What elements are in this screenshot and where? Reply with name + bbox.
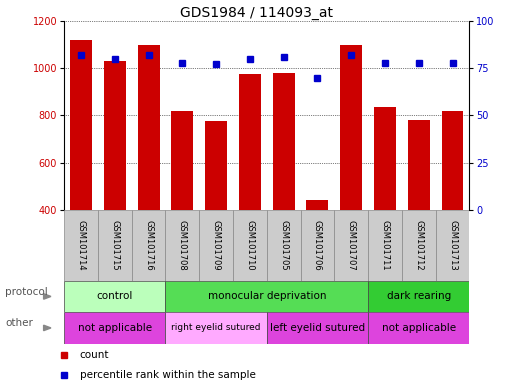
- Text: GSM101712: GSM101712: [414, 220, 423, 270]
- Text: not applicable: not applicable: [382, 323, 456, 333]
- Text: right eyelid sutured: right eyelid sutured: [171, 323, 261, 333]
- Bar: [165, 281, 368, 312]
- Text: protocol: protocol: [5, 287, 48, 297]
- Polygon shape: [44, 294, 51, 299]
- Bar: [199, 210, 233, 281]
- Text: monocular deprivation: monocular deprivation: [208, 291, 326, 301]
- Text: other: other: [5, 318, 33, 328]
- Bar: [301, 210, 334, 281]
- Text: GSM101713: GSM101713: [448, 220, 457, 271]
- Bar: [165, 210, 199, 281]
- Text: count: count: [80, 350, 109, 360]
- Bar: [374, 107, 396, 210]
- Bar: [436, 210, 469, 281]
- Bar: [64, 281, 165, 312]
- Text: GDS1984 / 114093_at: GDS1984 / 114093_at: [180, 7, 333, 20]
- Bar: [132, 210, 165, 281]
- Polygon shape: [44, 325, 51, 331]
- Bar: [233, 210, 267, 281]
- Text: GSM101714: GSM101714: [76, 220, 86, 270]
- Text: GSM101711: GSM101711: [381, 220, 389, 270]
- Bar: [368, 281, 469, 312]
- Bar: [267, 210, 301, 281]
- Text: GSM101710: GSM101710: [245, 220, 254, 270]
- Bar: [408, 120, 430, 210]
- Bar: [104, 61, 126, 210]
- Text: GSM101708: GSM101708: [178, 220, 187, 271]
- Bar: [98, 210, 132, 281]
- Bar: [368, 210, 402, 281]
- Bar: [239, 74, 261, 210]
- Text: not applicable: not applicable: [78, 323, 152, 333]
- Bar: [368, 312, 469, 344]
- Bar: [171, 111, 193, 210]
- Text: dark rearing: dark rearing: [387, 291, 451, 301]
- Text: GSM101716: GSM101716: [144, 220, 153, 271]
- Text: left eyelid sutured: left eyelid sutured: [270, 323, 365, 333]
- Bar: [64, 312, 165, 344]
- Bar: [70, 40, 92, 210]
- Text: GSM101707: GSM101707: [347, 220, 356, 271]
- Text: control: control: [96, 291, 133, 301]
- Bar: [273, 73, 294, 210]
- Text: GSM101709: GSM101709: [211, 220, 221, 270]
- Bar: [64, 210, 98, 281]
- Bar: [340, 45, 362, 210]
- Text: GSM101715: GSM101715: [110, 220, 120, 270]
- Bar: [334, 210, 368, 281]
- Bar: [137, 45, 160, 210]
- Bar: [165, 312, 267, 344]
- Bar: [267, 312, 368, 344]
- Text: GSM101705: GSM101705: [279, 220, 288, 270]
- Text: percentile rank within the sample: percentile rank within the sample: [80, 370, 255, 380]
- Bar: [442, 111, 463, 210]
- Bar: [402, 210, 436, 281]
- Bar: [205, 121, 227, 210]
- Bar: [306, 200, 328, 210]
- Text: GSM101706: GSM101706: [313, 220, 322, 271]
